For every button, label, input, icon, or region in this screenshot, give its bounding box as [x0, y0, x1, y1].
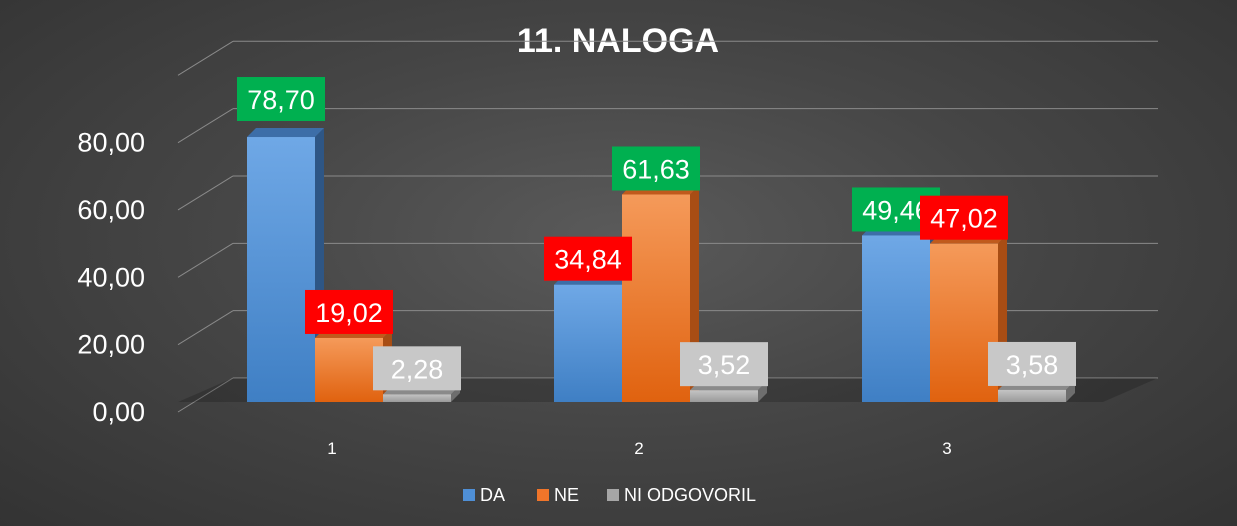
data-label-text: 49,46 — [862, 195, 930, 225]
data-label-bg — [237, 77, 325, 122]
data-label-bg — [612, 146, 700, 191]
bar-front — [247, 137, 315, 403]
data-label-bg — [920, 195, 1008, 240]
data-label-text: 19,02 — [315, 298, 383, 328]
data-label-text: 61,63 — [622, 154, 690, 184]
bar-front — [862, 235, 930, 402]
data-label-ne-1: 19,02 — [305, 289, 393, 334]
gridline-diagonal — [177, 108, 234, 144]
bar-front — [690, 390, 758, 402]
legend-swatch — [537, 489, 549, 501]
legend-label: NI ODGOVORIL — [624, 485, 756, 505]
bar-front — [930, 243, 998, 402]
bar-top — [247, 128, 324, 138]
data-label-ni-odgovoril-1: 2,28 — [373, 346, 461, 391]
data-labels: 78,70 19,02 2,28 34,84 61,63 3,52 49,46 47,02 3,… — [237, 77, 1076, 391]
legend-swatch — [463, 489, 475, 501]
x-axis: 1 2 3 — [327, 439, 951, 458]
data-label-ne-3: 47,02 — [920, 195, 1008, 240]
gridline-diagonal — [177, 377, 234, 413]
gridline-diagonal — [177, 242, 234, 278]
data-label-ni-odgovoril-3: 3,58 — [988, 341, 1076, 386]
legend-label: NE — [554, 485, 579, 505]
bar-front — [998, 389, 1066, 402]
gridline-diagonal — [177, 175, 234, 211]
legend: DA NE NI ODGOVORIL — [463, 485, 756, 505]
bar-da-1 — [247, 128, 324, 403]
y-tick-label: 0,00 — [92, 397, 145, 427]
data-label-bg — [680, 342, 768, 387]
legend-item-ni-odgovoril: NI ODGOVORIL — [607, 485, 756, 505]
data-label-text: 3,52 — [698, 350, 751, 380]
bar-side — [758, 381, 767, 402]
data-label-text: 2,28 — [391, 354, 444, 384]
legend-item-da: DA — [463, 485, 505, 505]
data-label-text: 47,02 — [930, 204, 998, 234]
bar-front — [315, 337, 383, 402]
bar-front — [554, 284, 622, 402]
data-label-bg — [988, 341, 1076, 386]
bar-front — [622, 194, 690, 402]
y-tick-label: 60,00 — [77, 195, 145, 225]
data-label-da-1: 78,70 — [237, 77, 325, 122]
gridline-diagonal — [177, 40, 234, 76]
bar-front — [383, 394, 451, 402]
data-label-da-2: 34,84 — [544, 236, 632, 281]
bar-da-3 — [862, 226, 939, 402]
y-tick-label: 80,00 — [77, 128, 145, 158]
data-label-bg — [373, 346, 461, 391]
data-label-text: 78,70 — [247, 85, 315, 115]
data-label-bg — [544, 236, 632, 281]
legend-label: DA — [480, 485, 505, 505]
legend-item-ne: NE — [537, 485, 579, 505]
y-tick-label: 20,00 — [77, 330, 145, 360]
bar-da-2 — [554, 275, 631, 402]
y-tick-label: 40,00 — [77, 262, 145, 292]
bar-side — [1066, 380, 1075, 402]
x-tick-label: 2 — [634, 439, 643, 458]
y-axis: 0,00 20,00 40,00 60,00 80,00 — [77, 128, 145, 427]
x-tick-label: 3 — [942, 439, 951, 458]
data-label-text: 34,84 — [554, 245, 622, 275]
data-label-ne-2: 61,63 — [612, 146, 700, 191]
data-label-ni-odgovoril-2: 3,52 — [680, 342, 768, 387]
gridline-diagonal — [177, 310, 234, 346]
bars — [247, 128, 1075, 403]
data-label-text: 3,58 — [1006, 350, 1059, 380]
x-tick-label: 1 — [327, 439, 336, 458]
legend-swatch — [607, 489, 619, 501]
data-label-bg — [305, 289, 393, 334]
